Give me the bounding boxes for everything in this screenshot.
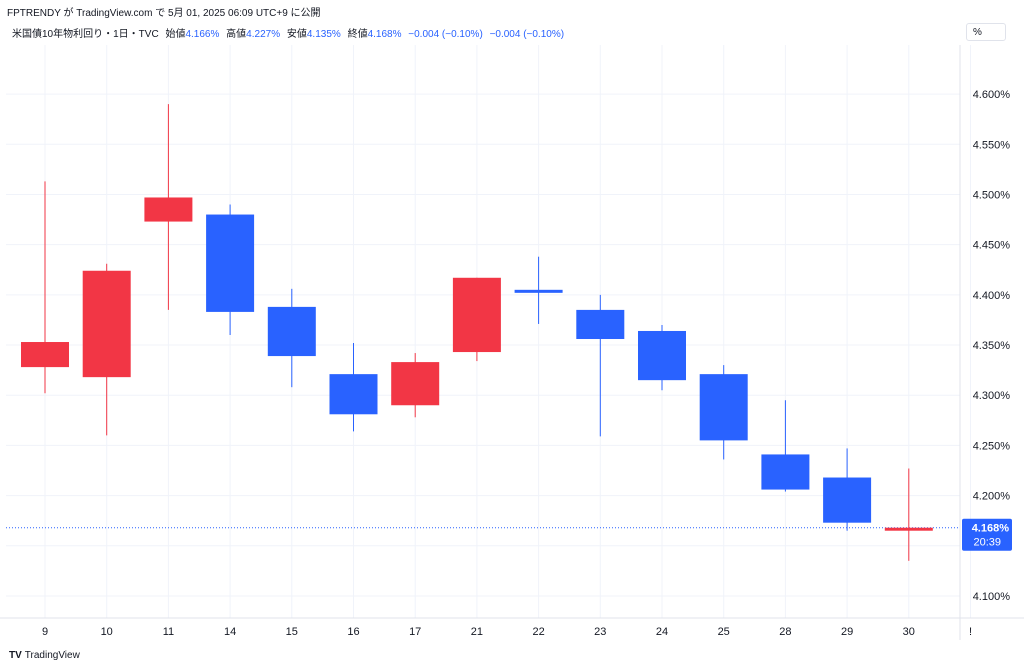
y-tick-label: 4.200% bbox=[973, 491, 1011, 503]
y-tick-label: 4.450% bbox=[973, 240, 1011, 252]
close-label: 終値 bbox=[347, 29, 368, 40]
y-tick-label: 4.600% bbox=[973, 89, 1011, 101]
x-tick-label: 11 bbox=[163, 626, 174, 638]
change-value: −0.004 (−0.10%) bbox=[408, 29, 483, 40]
last-price-value: 4.168% bbox=[972, 523, 1010, 535]
candle-body bbox=[267, 306, 316, 357]
tradingview-logo-icon: TV bbox=[9, 650, 22, 661]
high-value: 4.227% bbox=[246, 29, 281, 40]
y-tick-label: 4.300% bbox=[973, 390, 1011, 402]
y-tick-label: 4.100% bbox=[973, 591, 1011, 603]
candle-body bbox=[514, 289, 563, 293]
candle-body bbox=[329, 374, 378, 415]
y-tick-label: 4.500% bbox=[973, 189, 1011, 201]
candle-body bbox=[884, 527, 933, 531]
x-tick-label: 29 bbox=[841, 626, 853, 638]
x-tick-label: 22 bbox=[532, 626, 544, 638]
candle-body bbox=[761, 454, 810, 490]
y-tick-label: 4.400% bbox=[973, 290, 1011, 302]
x-tick-label: 28 bbox=[779, 626, 791, 638]
x-tick-label: 21 bbox=[471, 626, 483, 638]
x-tick-label: 17 bbox=[409, 626, 421, 638]
brand-label: TradingView bbox=[24, 650, 80, 661]
candle-body bbox=[638, 330, 686, 381]
x-tick-label: 30 bbox=[903, 626, 915, 638]
x-tick-label: 23 bbox=[594, 626, 606, 638]
y-tick-label: 4.350% bbox=[973, 340, 1011, 352]
high-label: 高値 bbox=[226, 29, 247, 40]
tradingview-brand[interactable]: TV TradingView bbox=[9, 650, 80, 661]
x-tick-label: 14 bbox=[224, 626, 236, 638]
y-tick-label: 4.550% bbox=[973, 139, 1011, 151]
low-value: 4.135% bbox=[306, 29, 341, 40]
candle-body bbox=[452, 277, 501, 353]
x-tick-label: 24 bbox=[656, 626, 668, 638]
candle-body bbox=[82, 270, 131, 378]
bar-countdown: 20:39 bbox=[973, 537, 1001, 549]
x-tick-label: 15 bbox=[286, 626, 298, 638]
candle-body bbox=[21, 342, 69, 368]
x-tick-label: ! bbox=[969, 626, 972, 638]
unit-button[interactable]: % bbox=[966, 23, 1006, 41]
y-tick-label: 4.250% bbox=[973, 440, 1011, 452]
candle-body bbox=[206, 214, 255, 312]
symbol-label[interactable]: 米国債10年物利回り・1日・TVC bbox=[12, 29, 159, 40]
last-price-label-box bbox=[962, 518, 1012, 551]
publish-line: FPTRENDY が TradingView.com で 5月 01, 2025… bbox=[7, 8, 321, 19]
x-tick-label: 9 bbox=[42, 626, 48, 638]
low-label: 安値 bbox=[286, 29, 307, 40]
change-value-2: −0.004 (−0.10%) bbox=[489, 29, 565, 40]
x-tick-label: 16 bbox=[347, 626, 359, 638]
ohlc-legend: 米国債10年物利回り・1日・TVC 始値4.166% 高値4.227% 安値4.… bbox=[12, 25, 564, 40]
x-tick-label: 10 bbox=[101, 626, 113, 638]
open-value: 4.166% bbox=[185, 29, 220, 40]
candle-body bbox=[576, 309, 625, 340]
candle-body bbox=[391, 362, 440, 406]
candle-body bbox=[144, 197, 193, 222]
candle-body bbox=[823, 477, 872, 523]
candle-body bbox=[699, 374, 748, 441]
x-tick-label: 25 bbox=[718, 626, 730, 638]
open-label: 始値 bbox=[165, 29, 186, 40]
close-value: 4.168% bbox=[367, 29, 402, 40]
